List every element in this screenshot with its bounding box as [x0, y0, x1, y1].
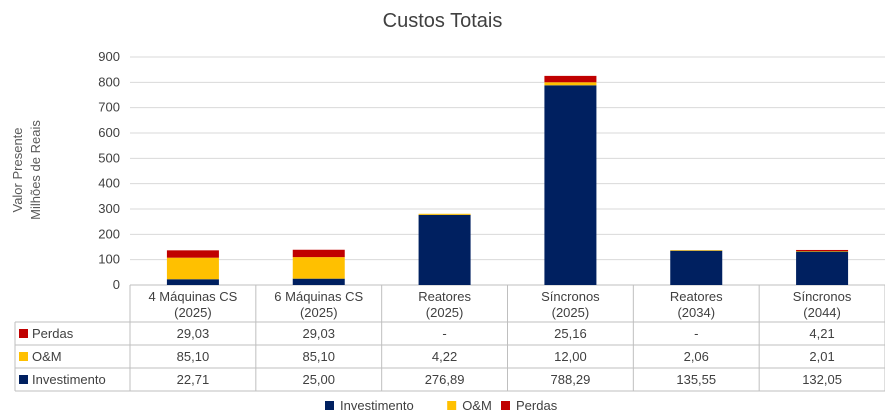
- category-label: (2025): [174, 305, 212, 320]
- data-label: 12,00: [554, 349, 587, 364]
- bar-o-m: [292, 257, 345, 279]
- legend-label: Perdas: [516, 398, 558, 413]
- legend-label: O&M: [462, 398, 492, 413]
- category-label: (2044): [803, 305, 841, 320]
- y-tick-label: 700: [98, 100, 120, 115]
- category-label: 6 Máquinas CS: [274, 289, 363, 304]
- data-label: 2,01: [809, 349, 834, 364]
- category-label: 4 Máquinas CS: [148, 289, 237, 304]
- table-legend-key: [19, 352, 28, 361]
- bar-investimento: [292, 278, 345, 285]
- data-label: 788,29: [551, 372, 591, 387]
- y-tick-label: 200: [98, 226, 120, 241]
- data-label: 29,03: [177, 326, 210, 341]
- data-label: 135,55: [676, 372, 716, 387]
- bar-perdas: [796, 249, 849, 252]
- y-tick-label: 800: [98, 74, 120, 89]
- chart-title: Custos Totais: [382, 10, 503, 32]
- legend-swatch: [325, 401, 334, 410]
- table-legend-key: [19, 329, 28, 338]
- y-tick-label: 400: [98, 176, 120, 191]
- data-label: 22,71: [177, 372, 210, 387]
- y-axis-label: Milhões de Reais: [28, 120, 43, 220]
- bar-investimento: [796, 251, 849, 285]
- category-label: Síncronos: [541, 289, 600, 304]
- bar-o-m: [418, 213, 471, 215]
- y-tick-label: 600: [98, 125, 120, 140]
- data-label: 25,16: [554, 326, 587, 341]
- y-axis-label: Valor Presente: [10, 127, 25, 212]
- category-label: (2025): [300, 305, 338, 320]
- data-label: -: [442, 326, 446, 341]
- table-legend-key: [19, 375, 28, 384]
- y-tick-label: 100: [98, 252, 120, 267]
- table-row-label: O&M: [32, 349, 62, 364]
- category-label: Síncronos: [793, 289, 852, 304]
- data-label: 4,22: [432, 349, 457, 364]
- category-label: (2025): [552, 305, 590, 320]
- data-label: 29,03: [302, 326, 335, 341]
- category-label: (2025): [426, 305, 464, 320]
- y-tick-label: 500: [98, 150, 120, 165]
- bar-o-m: [166, 257, 219, 280]
- legend-label: Investimento: [340, 398, 414, 413]
- table-row-label: Perdas: [32, 326, 74, 341]
- category-label: (2034): [677, 305, 715, 320]
- data-label: 85,10: [177, 349, 210, 364]
- table-row-label: Investimento: [32, 372, 106, 387]
- bar-o-m: [544, 82, 597, 86]
- data-label: -: [694, 326, 698, 341]
- bar-perdas: [544, 75, 597, 83]
- bar-o-m: [796, 251, 849, 252]
- bar-investimento: [544, 85, 597, 285]
- bar-investimento: [166, 279, 219, 285]
- y-tick-label: 300: [98, 201, 120, 216]
- data-label: 85,10: [302, 349, 335, 364]
- legend-swatch: [501, 401, 510, 410]
- category-label: Reatores: [418, 289, 471, 304]
- data-label: 276,89: [425, 372, 465, 387]
- data-label: 25,00: [302, 372, 335, 387]
- bar-perdas: [292, 249, 345, 258]
- bar-perdas: [166, 250, 219, 258]
- data-label: 4,21: [809, 326, 834, 341]
- category-label: Reatores: [670, 289, 723, 304]
- y-tick-label: 0: [113, 277, 120, 292]
- legend-swatch: [447, 401, 457, 410]
- bar-investimento: [670, 250, 723, 285]
- data-label: 2,06: [684, 349, 709, 364]
- data-label: 132,05: [802, 372, 842, 387]
- bar-investimento: [418, 214, 471, 285]
- y-tick-label: 900: [98, 49, 120, 64]
- bar-o-m: [670, 250, 723, 251]
